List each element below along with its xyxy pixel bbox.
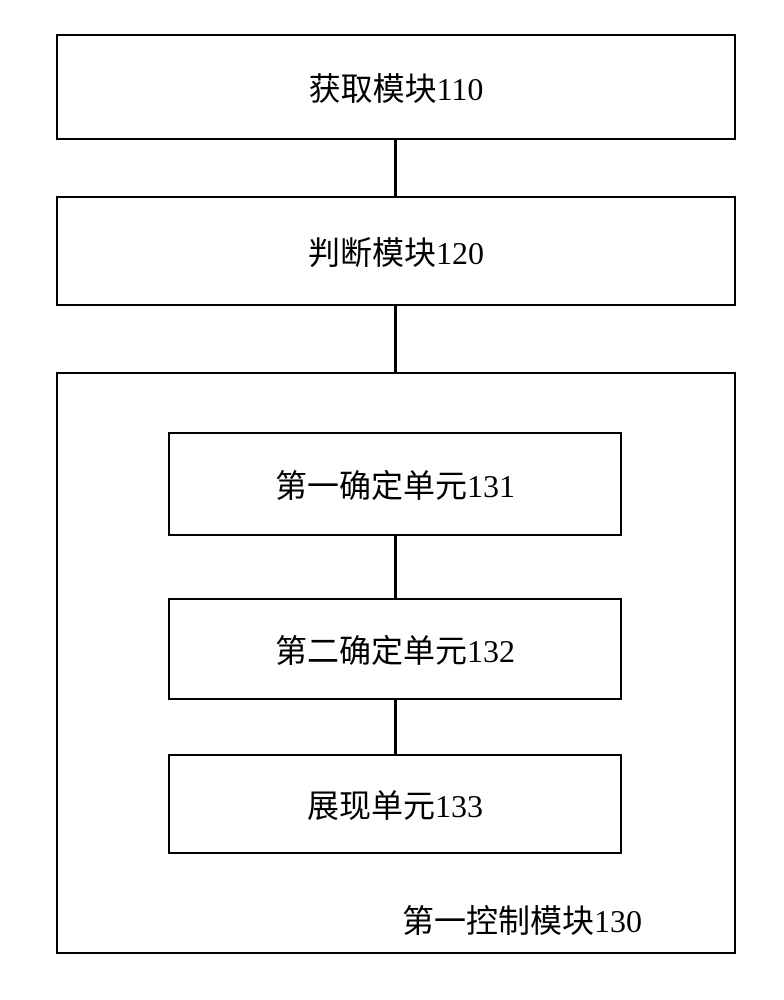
connector-132-133 <box>394 700 397 754</box>
node-box-131: 第一确定单元131 <box>168 432 622 536</box>
connector-110-120 <box>394 140 397 196</box>
node-label: 第二确定单元132 <box>275 626 515 672</box>
node-label: 第一确定单元131 <box>275 461 515 507</box>
node-box-110: 获取模块110 <box>56 34 736 140</box>
node-box-132: 第二确定单元132 <box>168 598 622 700</box>
connector-131-132 <box>394 536 397 598</box>
node-label: 判断模块120 <box>308 228 484 274</box>
node-label: 获取模块110 <box>309 64 484 110</box>
container-label: 第一控制模块130 <box>402 896 642 942</box>
connector-120-130 <box>394 306 397 372</box>
diagram-canvas: 获取模块110 判断模块120 第一控制模块130 第一确定单元131 第二确定… <box>0 0 784 1000</box>
node-label: 展现单元133 <box>307 781 483 827</box>
node-box-120: 判断模块120 <box>56 196 736 306</box>
node-box-133: 展现单元133 <box>168 754 622 854</box>
